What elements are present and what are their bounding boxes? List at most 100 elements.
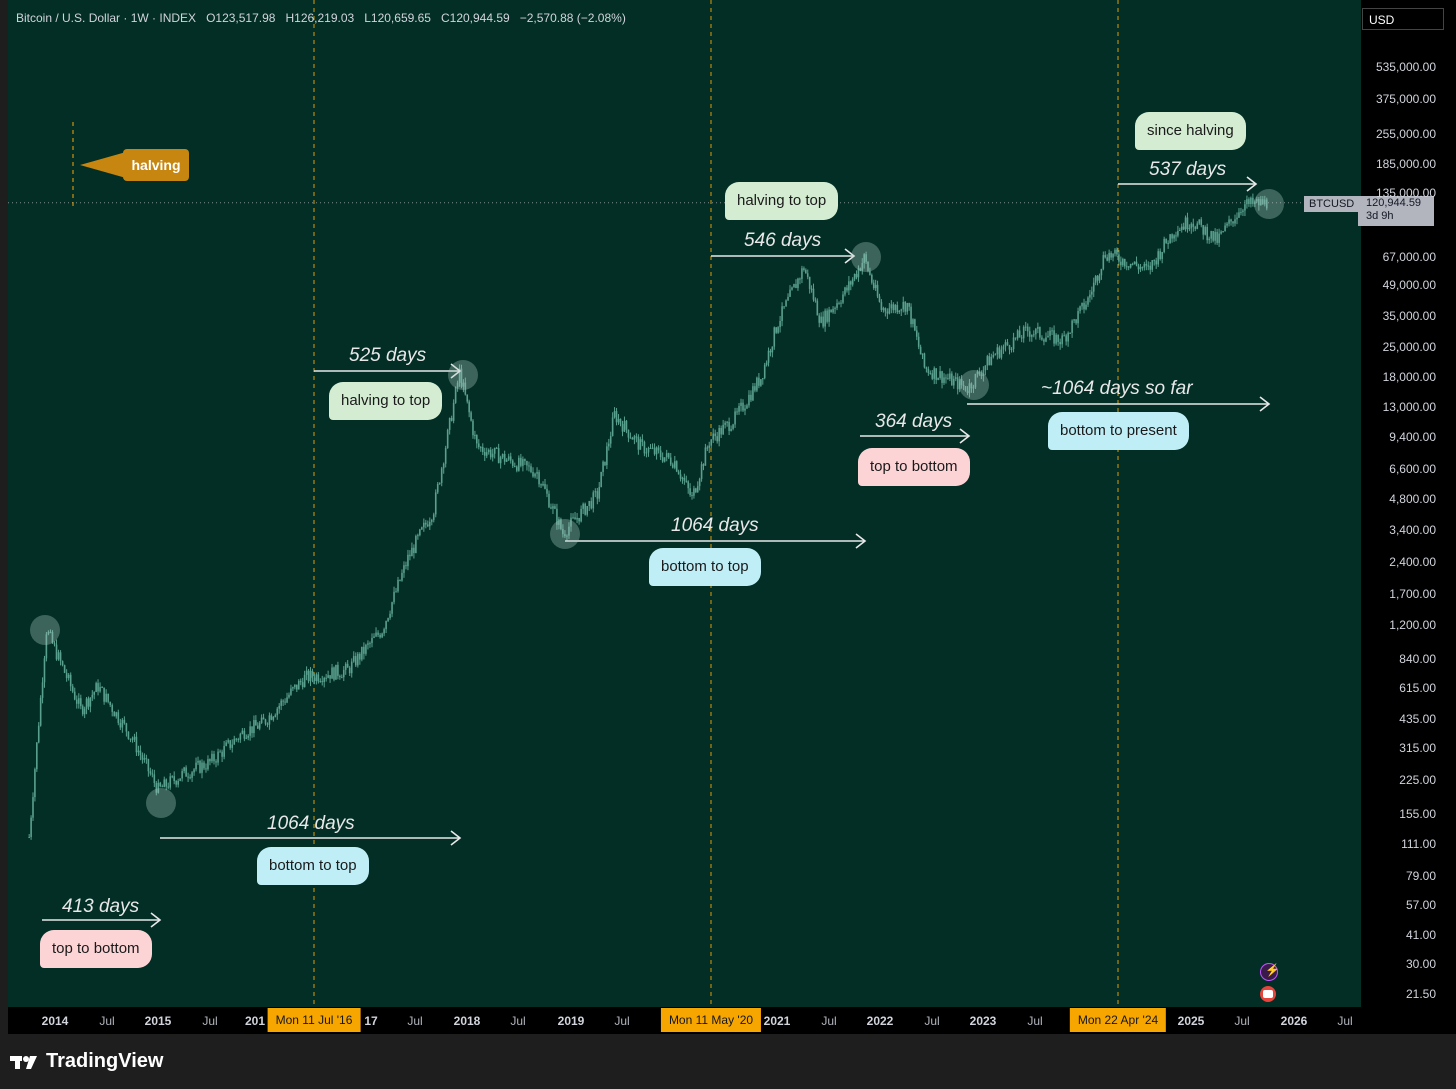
- candle-body: [301, 682, 304, 688]
- y-tick-label: 67,000.00: [1382, 250, 1436, 264]
- candle-body: [1216, 231, 1218, 243]
- candle-body: [586, 506, 588, 515]
- candle-body: [419, 529, 421, 536]
- candle-body: [237, 739, 240, 741]
- candle-body: [151, 773, 154, 775]
- candle-body: [894, 304, 897, 311]
- candle-body: [550, 507, 552, 509]
- candle-body: [260, 717, 263, 724]
- candle-body: [769, 350, 772, 353]
- candle-body: [470, 412, 472, 421]
- candle-body: [1224, 225, 1226, 232]
- y-tick-label: 1,200.00: [1389, 618, 1436, 632]
- candle-body: [822, 316, 824, 327]
- candle-body: [1163, 238, 1165, 252]
- candle-body: [838, 303, 840, 305]
- candle-body: [363, 646, 365, 654]
- candle-body: [1238, 212, 1240, 218]
- candle-body: [373, 636, 375, 638]
- x-tick-label: 2015: [144, 1014, 172, 1028]
- candle-body: [61, 661, 64, 666]
- candle-body: [785, 300, 787, 307]
- chart-plot-area[interactable]: [8, 0, 1361, 1007]
- candle-body: [462, 382, 465, 387]
- candle-body: [834, 307, 836, 309]
- annotation-arrow-head: [150, 912, 162, 928]
- candle-body: [808, 276, 811, 289]
- candle-body: [925, 367, 928, 369]
- candle-body: [413, 547, 415, 553]
- candle-body: [256, 725, 259, 729]
- lightning-icon[interactable]: ⚡: [1260, 963, 1280, 981]
- halving-legend-tag[interactable]: halving: [123, 149, 189, 181]
- candle-body: [1030, 334, 1033, 337]
- candle-body: [1079, 306, 1081, 312]
- candle-body: [507, 456, 510, 460]
- candle-body: [371, 637, 373, 644]
- candle-body: [625, 420, 628, 430]
- candle-body: [75, 699, 78, 704]
- candle-body: [1171, 234, 1173, 239]
- currency-button[interactable]: USD: [1362, 8, 1444, 30]
- legend-pointer: [80, 152, 126, 178]
- candle-body: [30, 817, 32, 838]
- bottom-to-present-bubble: bottom to present: [1048, 412, 1189, 450]
- candle-body: [1123, 258, 1126, 267]
- candle-body: [213, 753, 215, 762]
- candle-body: [748, 394, 750, 406]
- candle-body: [546, 488, 548, 494]
- chart-canvas[interactable]: [8, 0, 1361, 1007]
- candle-body: [609, 436, 612, 444]
- candle-body: [367, 643, 369, 645]
- candle-body: [990, 357, 993, 366]
- candle-body: [777, 327, 779, 333]
- candle-body: [43, 658, 46, 683]
- candle-body: [319, 681, 322, 683]
- symbol-title[interactable]: Bitcoin / U.S. Dollar · 1W · INDEX: [16, 11, 197, 25]
- candle-body: [665, 453, 668, 458]
- last-price-tag: 120,944.59 3d 9h: [1358, 196, 1434, 226]
- candle-body: [783, 306, 785, 308]
- candle-body: [272, 716, 275, 720]
- price-axis[interactable]: [1361, 0, 1456, 1007]
- candle-body: [619, 418, 622, 424]
- candle-body: [59, 652, 62, 662]
- candle-body: [67, 674, 70, 679]
- candle-body: [982, 370, 985, 376]
- brand-logo[interactable]: TradingView: [10, 1050, 163, 1073]
- candle-body: [657, 447, 660, 451]
- annotation-arrow-head: [844, 248, 856, 264]
- top-to-bottom-2013-bubble: top to bottom: [40, 930, 152, 968]
- candle-body: [405, 565, 407, 567]
- candle-body: [243, 730, 246, 739]
- candle-body: [564, 534, 566, 537]
- candle-body: [1039, 327, 1041, 338]
- candle-body: [896, 304, 899, 313]
- candle-body: [123, 719, 126, 724]
- x-tick-label: Jul: [1027, 1014, 1043, 1028]
- candle-body: [855, 273, 858, 278]
- candle-body: [939, 371, 941, 378]
- candle-body: [695, 488, 697, 493]
- candle-body: [974, 373, 977, 388]
- candle-body: [611, 417, 614, 437]
- candle-body: [949, 373, 951, 379]
- candle-body: [536, 472, 538, 474]
- candle-body: [779, 320, 781, 328]
- candle-body: [584, 503, 586, 515]
- candle-body: [1256, 199, 1258, 202]
- candle-body: [606, 446, 608, 466]
- candle-body: [131, 738, 134, 740]
- candle-body: [513, 465, 516, 467]
- candle-body: [637, 436, 640, 450]
- candle-body: [663, 457, 666, 462]
- candle-body: [229, 740, 232, 748]
- ohlc-open: O123,517.98: [206, 11, 276, 25]
- candle-body: [767, 350, 770, 363]
- candle-body: [572, 517, 574, 519]
- candle-body: [687, 481, 689, 489]
- candle-body: [511, 460, 514, 466]
- halving-to-top-2016-bubble: halving to top: [329, 382, 443, 420]
- y-tick-label: 155.00: [1399, 807, 1436, 821]
- us-flag-icon[interactable]: [1260, 986, 1276, 1002]
